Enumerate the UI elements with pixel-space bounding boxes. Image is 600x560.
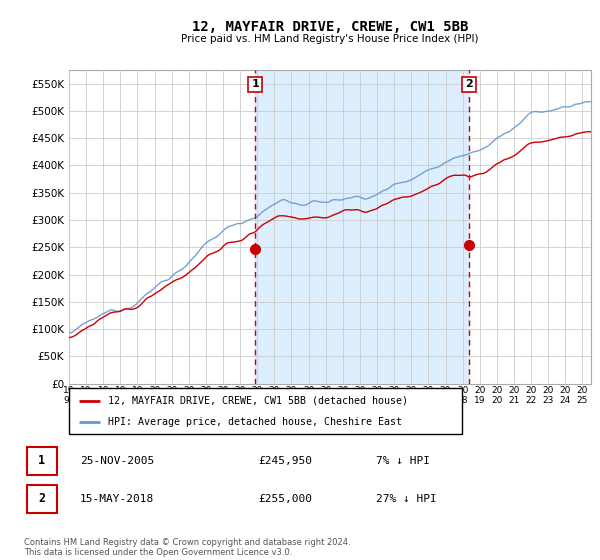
Text: 1: 1: [251, 80, 259, 90]
Text: £255,000: £255,000: [259, 494, 313, 504]
Text: 27% ↓ HPI: 27% ↓ HPI: [376, 494, 436, 504]
Text: 2: 2: [38, 492, 46, 506]
Text: 15-MAY-2018: 15-MAY-2018: [80, 494, 154, 504]
FancyBboxPatch shape: [69, 388, 462, 434]
FancyBboxPatch shape: [27, 447, 58, 474]
Text: HPI: Average price, detached house, Cheshire East: HPI: Average price, detached house, Ches…: [109, 417, 403, 427]
Text: 12, MAYFAIR DRIVE, CREWE, CW1 5BB: 12, MAYFAIR DRIVE, CREWE, CW1 5BB: [192, 20, 468, 34]
Text: 7% ↓ HPI: 7% ↓ HPI: [376, 456, 430, 466]
Bar: [255, 70, 469, 384]
Text: 2: 2: [465, 80, 473, 90]
Text: 1: 1: [38, 454, 46, 468]
Text: 25-NOV-2005: 25-NOV-2005: [80, 456, 154, 466]
FancyBboxPatch shape: [27, 486, 58, 512]
Text: Contains HM Land Registry data © Crown copyright and database right 2024.
This d: Contains HM Land Registry data © Crown c…: [24, 538, 350, 557]
Text: 12, MAYFAIR DRIVE, CREWE, CW1 5BB (detached house): 12, MAYFAIR DRIVE, CREWE, CW1 5BB (detac…: [109, 396, 409, 406]
Text: Price paid vs. HM Land Registry's House Price Index (HPI): Price paid vs. HM Land Registry's House …: [181, 34, 479, 44]
Text: £245,950: £245,950: [259, 456, 313, 466]
